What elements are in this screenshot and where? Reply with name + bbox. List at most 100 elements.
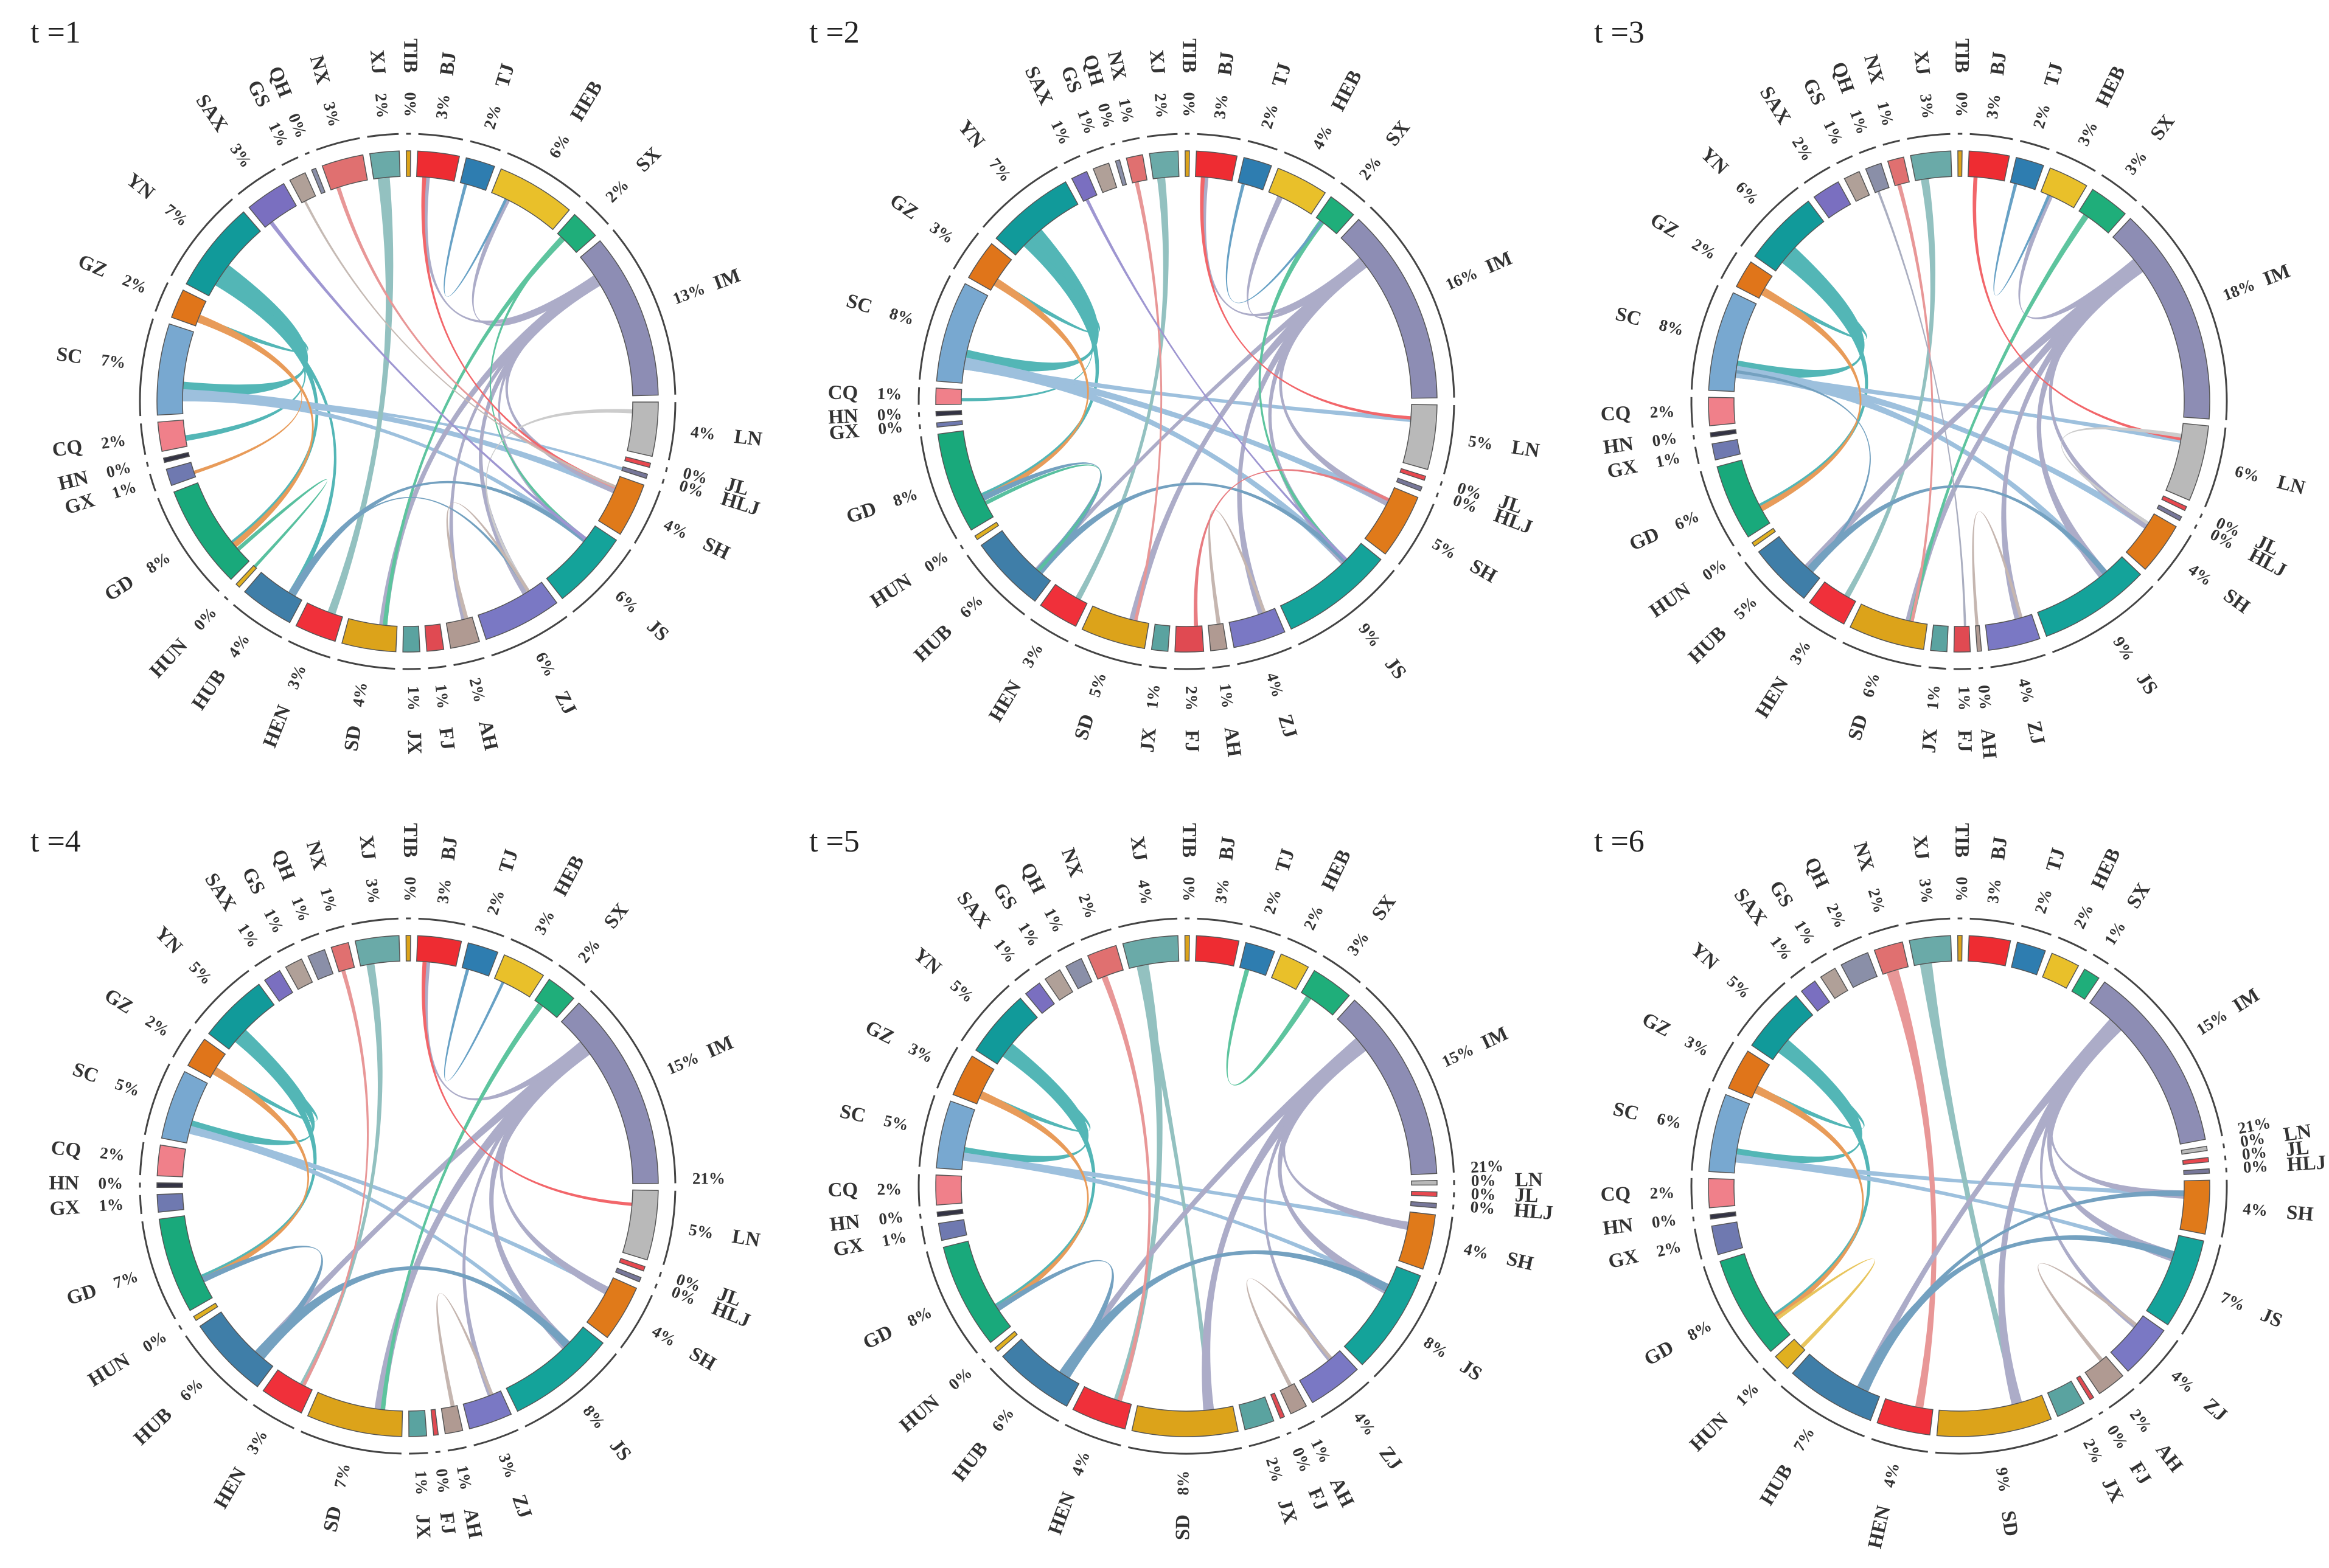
- arc-hun: [193, 1302, 218, 1322]
- ribbon-sc-js: [189, 1126, 570, 1347]
- region-label-hen: HEN: [1752, 673, 1794, 722]
- arc-fj: [1953, 625, 1971, 653]
- region-label-jl: JL: [1514, 1184, 1539, 1207]
- scale-line-sd: [301, 1431, 402, 1455]
- region-label-heb: HEB: [566, 77, 607, 125]
- region-label-nx: NX: [305, 53, 334, 87]
- region-label-tj: TJ: [2040, 60, 2067, 89]
- scale-line-sh: [620, 1294, 653, 1348]
- ribbon-yn-sc: [964, 229, 1099, 372]
- scale-line-yn: [961, 985, 1010, 1042]
- scale-line-zj: [473, 1429, 519, 1446]
- region-label-sh: SH: [700, 533, 734, 564]
- arc-gx: [936, 420, 963, 428]
- arc-bj: [1195, 935, 1240, 967]
- scale-line-sd: [1074, 644, 1142, 667]
- share-label-jx: 1%: [412, 1470, 431, 1496]
- share-label-sx: 3%: [2121, 147, 2150, 178]
- region-label-sax: SAX: [1755, 83, 1795, 128]
- region-label-tib: TIB: [399, 823, 421, 858]
- share-label-hn: 0%: [105, 458, 133, 482]
- arc-im: [2112, 218, 2210, 420]
- share-label-zj: 3%: [495, 1451, 521, 1480]
- scale-line-jx: [402, 667, 421, 670]
- share-label-qh: 2%: [1823, 901, 1850, 931]
- ribbon-im-sh: [1279, 257, 1390, 506]
- share-label-sd: 5%: [1085, 670, 1110, 699]
- arc-sc: [936, 1100, 975, 1171]
- arc-jx: [1151, 623, 1171, 652]
- arc-sc: [161, 1070, 208, 1144]
- arc-fj: [2076, 1375, 2095, 1401]
- scale-line-sd: [1842, 641, 1921, 668]
- region-label-hun: HUN: [1686, 1409, 1733, 1455]
- scale-line-sc: [1691, 1088, 1711, 1171]
- arc-gz: [187, 1038, 226, 1078]
- share-label-nx: 1%: [316, 886, 341, 914]
- share-label-js: 9%: [1355, 620, 1385, 650]
- share-label-yn: 7%: [986, 154, 1015, 185]
- arc-gs: [1843, 171, 1870, 203]
- ribbon-im-zj: [2039, 1019, 2137, 1328]
- share-label-jx: 2%: [2080, 1436, 2107, 1466]
- arc-sax: [1025, 982, 1056, 1015]
- scale-line-bj: [1197, 133, 1241, 140]
- ribbon-nx-hen: [1886, 969, 1937, 1409]
- arc-sh: [597, 476, 645, 535]
- arc-hun: [1775, 1338, 1806, 1370]
- scale-line-js: [524, 1353, 618, 1428]
- arc-sx: [2071, 968, 2100, 1000]
- share-label-sx: 3%: [1343, 928, 1373, 959]
- ribbon-yn-gd: [981, 237, 1099, 501]
- share-label-nx: 2%: [1075, 891, 1101, 920]
- scale-line-js: [2181, 1244, 2221, 1335]
- scale-line-hub: [1744, 561, 1794, 612]
- ribbon-im-sd: [1998, 1019, 2122, 1405]
- region-label-xj: XJ: [1909, 49, 1934, 76]
- region-label-hlj: HLJ: [1513, 1199, 1554, 1224]
- region-label-gd: GD: [101, 571, 138, 606]
- ribbon-gz-gd: [979, 1091, 1089, 1311]
- scale-line-jl: [2224, 1155, 2227, 1160]
- share-label-yn: 5%: [947, 976, 977, 1006]
- scale-line-nx: [1868, 924, 1899, 935]
- region-label-yn: YN: [909, 943, 945, 979]
- share-label-ln: 6%: [2233, 462, 2261, 485]
- share-label-hn: 0%: [1651, 1210, 1677, 1232]
- scale-line-gd: [925, 1251, 978, 1354]
- arc-ah: [445, 616, 480, 649]
- scale-line-gx: [1694, 446, 1700, 465]
- scale-line-cq: [1690, 1178, 1694, 1210]
- share-label-cq: 2%: [877, 1180, 902, 1199]
- ribbon-hub-gd: [996, 1260, 1114, 1379]
- scale-line-gd: [1702, 1266, 1759, 1364]
- arc-hub: [1758, 536, 1820, 599]
- arc-hub: [199, 1311, 274, 1387]
- ribbon-yn-gd: [215, 274, 319, 547]
- region-label-jx: JX: [411, 1514, 434, 1539]
- arc-sd: [341, 618, 398, 653]
- share-label-xj: 2%: [1151, 92, 1172, 119]
- share-label-gd: 8%: [905, 1303, 935, 1330]
- region-label-sx: SX: [600, 899, 633, 933]
- scale-line-sc: [139, 318, 154, 417]
- region-label-hub: HUB: [187, 666, 230, 714]
- region-label-ah: AH: [474, 718, 502, 753]
- arc-sax: [1813, 181, 1851, 219]
- share-label-yn: 5%: [1724, 972, 1754, 1002]
- region-label-yn: YN: [150, 922, 186, 958]
- region-label-ah: AH: [2151, 1439, 2187, 1476]
- region-label-heb: HEB: [2087, 845, 2125, 892]
- scale-line-gs: [1086, 146, 1104, 154]
- scale-line-ah: [2108, 1388, 2135, 1409]
- arc-sh: [2125, 513, 2177, 571]
- share-label-gd: 7%: [111, 1267, 141, 1292]
- region-label-hlj: HLJ: [719, 488, 762, 521]
- share-label-heb: 6%: [545, 131, 574, 161]
- arc-yn: [186, 211, 261, 297]
- ribbon-yn-cq: [961, 243, 1093, 401]
- region-label-heb: HEB: [1328, 67, 1366, 114]
- scale-line-zj: [1990, 654, 2046, 668]
- region-label-sx: SX: [2123, 879, 2155, 912]
